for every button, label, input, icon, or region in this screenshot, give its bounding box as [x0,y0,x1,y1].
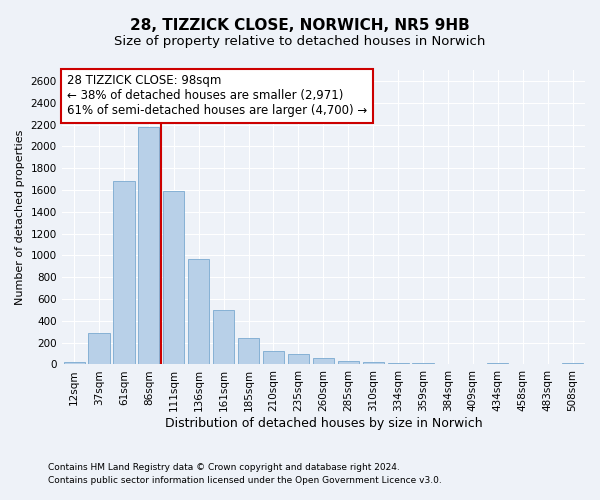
Bar [213,310,234,364]
Bar [88,333,110,364]
Bar [388,363,409,364]
Bar [288,354,309,364]
Text: 28, TIZZICK CLOSE, NORWICH, NR5 9HB: 28, TIZZICK CLOSE, NORWICH, NR5 9HB [130,18,470,32]
Text: 28 TIZZICK CLOSE: 98sqm
← 38% of detached houses are smaller (2,971)
61% of semi: 28 TIZZICK CLOSE: 98sqm ← 38% of detache… [67,74,367,118]
Bar [163,191,184,364]
Bar [188,258,209,364]
Text: Contains public sector information licensed under the Open Government Licence v3: Contains public sector information licen… [48,476,442,485]
Bar [263,352,284,364]
Bar [113,181,134,364]
Bar [238,338,259,364]
X-axis label: Distribution of detached houses by size in Norwich: Distribution of detached houses by size … [164,417,482,430]
Bar [362,362,384,364]
Text: Contains HM Land Registry data © Crown copyright and database right 2024.: Contains HM Land Registry data © Crown c… [48,464,400,472]
Y-axis label: Number of detached properties: Number of detached properties [15,130,25,305]
Bar [138,126,160,364]
Bar [313,358,334,364]
Bar [487,363,508,364]
Bar [64,362,85,364]
Bar [338,360,359,364]
Text: Size of property relative to detached houses in Norwich: Size of property relative to detached ho… [115,35,485,48]
